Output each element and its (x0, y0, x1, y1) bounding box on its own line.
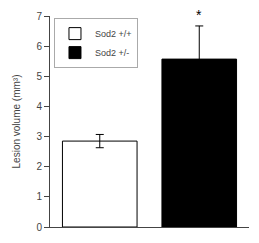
svg-text:Lesion volume (mm³): Lesion volume (mm³) (11, 75, 22, 169)
svg-text:Sod2 +/+: Sod2 +/+ (95, 29, 132, 39)
svg-text:4: 4 (36, 101, 42, 112)
svg-text:*: * (196, 7, 202, 23)
svg-text:5: 5 (36, 71, 42, 82)
svg-text:2: 2 (36, 161, 42, 172)
svg-text:7: 7 (36, 11, 42, 22)
svg-text:3: 3 (36, 131, 42, 142)
svg-text:0: 0 (36, 222, 42, 233)
svg-text:Sod2 +/-: Sod2 +/- (95, 48, 129, 58)
svg-text:1: 1 (36, 191, 42, 202)
svg-text:6: 6 (36, 41, 42, 52)
